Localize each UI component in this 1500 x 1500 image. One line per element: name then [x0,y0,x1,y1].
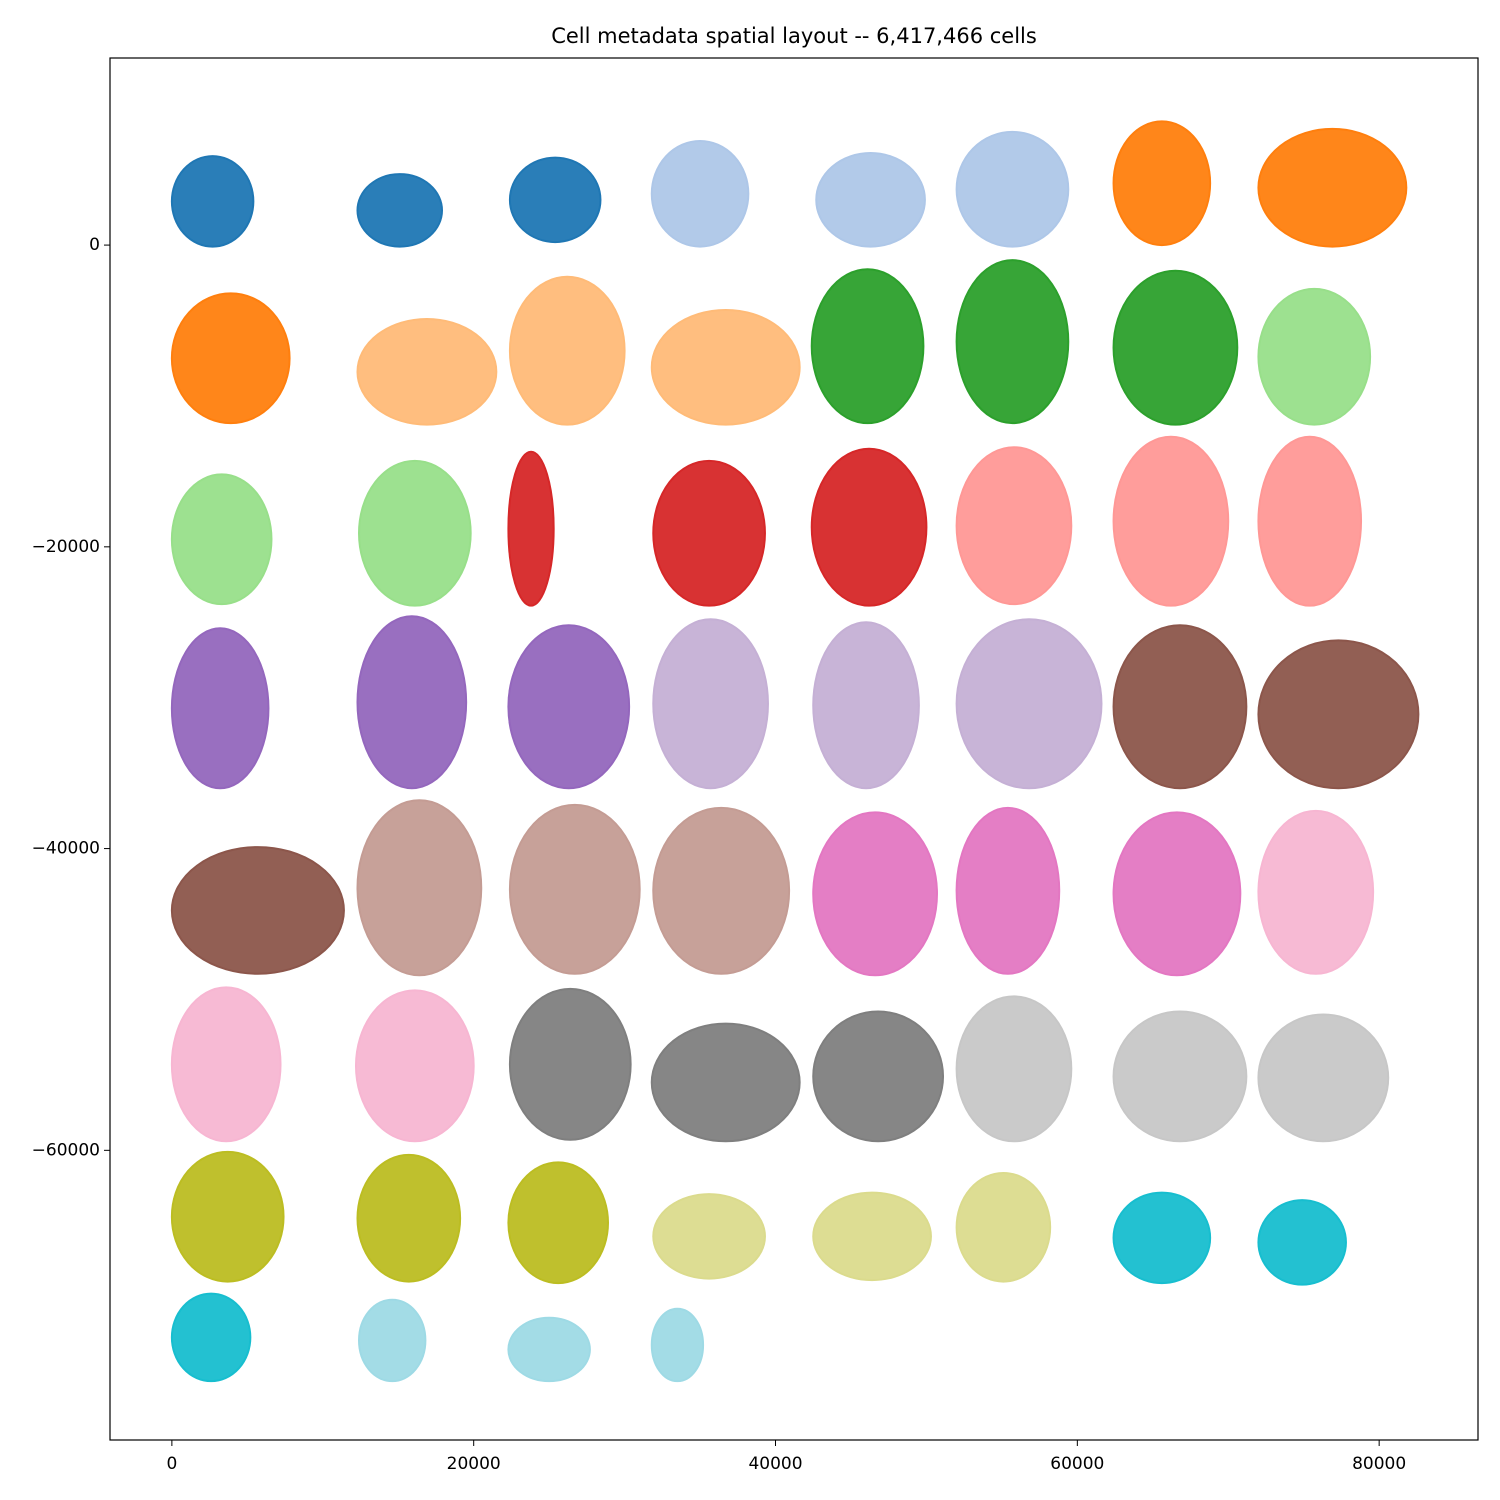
cell-cluster [1257,1199,1347,1286]
cell-cluster [1112,624,1248,790]
cell-cluster [507,624,631,790]
cell-cluster [356,173,444,248]
cell-cluster [1112,811,1242,977]
cell-cluster [812,811,938,977]
cell-cluster [170,986,282,1143]
y-tick-label: −20000 [32,537,100,557]
cell-cluster [354,989,475,1143]
y-tick-label: −40000 [32,839,100,859]
cell-cluster [1112,120,1212,247]
plot-area [170,120,1420,1383]
cell-cluster [815,152,926,248]
cell-cluster [356,318,498,426]
cell-cluster [170,1292,252,1383]
chart-title: Cell metadata spatial layout -- 6,417,46… [551,24,1037,48]
cell-cluster [356,1153,462,1283]
axes-frame [109,57,1479,1441]
cell-cluster [170,473,273,606]
cell-cluster [1257,809,1375,975]
x-tick-label: 80000 [1352,1454,1406,1474]
cell-cluster [652,806,791,975]
cell-cluster [507,1161,610,1285]
cell-cluster [810,447,928,607]
cell-cluster [650,308,801,426]
cell-cluster [650,139,750,248]
cell-cluster [650,1022,801,1143]
cell-cluster [170,1150,285,1283]
cell-cluster [358,459,472,607]
cell-cluster [652,459,766,607]
cell-cluster [1257,1013,1390,1143]
cell-cluster [1257,287,1372,426]
cell-cluster [358,1298,427,1383]
cell-cluster [1257,127,1408,248]
cell-cluster [955,618,1103,790]
cell-cluster [508,803,641,975]
cell-cluster [170,627,270,790]
cell-cluster [508,987,632,1141]
x-tick-label: 40000 [748,1454,802,1474]
cell-cluster [170,292,291,425]
cell-cluster [652,618,769,790]
cell-cluster [1257,435,1363,607]
cell-cluster [507,450,555,607]
y-tick-label: −60000 [32,1140,100,1160]
cell-cluster [1112,435,1230,607]
cell-cluster [1257,639,1420,790]
cell-cluster [1112,269,1239,426]
x-tick-label: 60000 [1050,1454,1104,1474]
cell-cluster [356,799,483,977]
cell-cluster [955,1171,1052,1283]
x-tick-label: 20000 [447,1454,501,1474]
cell-cluster [650,1307,705,1383]
cell-cluster [812,1191,932,1282]
cell-cluster [955,806,1061,975]
cell-cluster [170,846,345,975]
cell-cluster [507,1316,591,1383]
cell-cluster [812,621,920,790]
cell-cluster [356,615,468,790]
cell-cluster [955,259,1070,425]
cell-cluster [508,275,626,426]
cell-cluster [1112,1010,1248,1143]
y-tick-label: 0 [89,235,100,255]
cell-cluster [955,446,1073,606]
x-tick-label: 0 [166,1454,177,1474]
cell-cluster [170,155,255,248]
cell-cluster [955,995,1073,1143]
cell-cluster [812,1010,945,1143]
cell-cluster [955,130,1070,248]
cell-cluster [1112,1191,1212,1285]
cell-cluster [652,1193,766,1280]
cell-cluster [508,156,602,244]
cell-cluster [810,268,925,425]
